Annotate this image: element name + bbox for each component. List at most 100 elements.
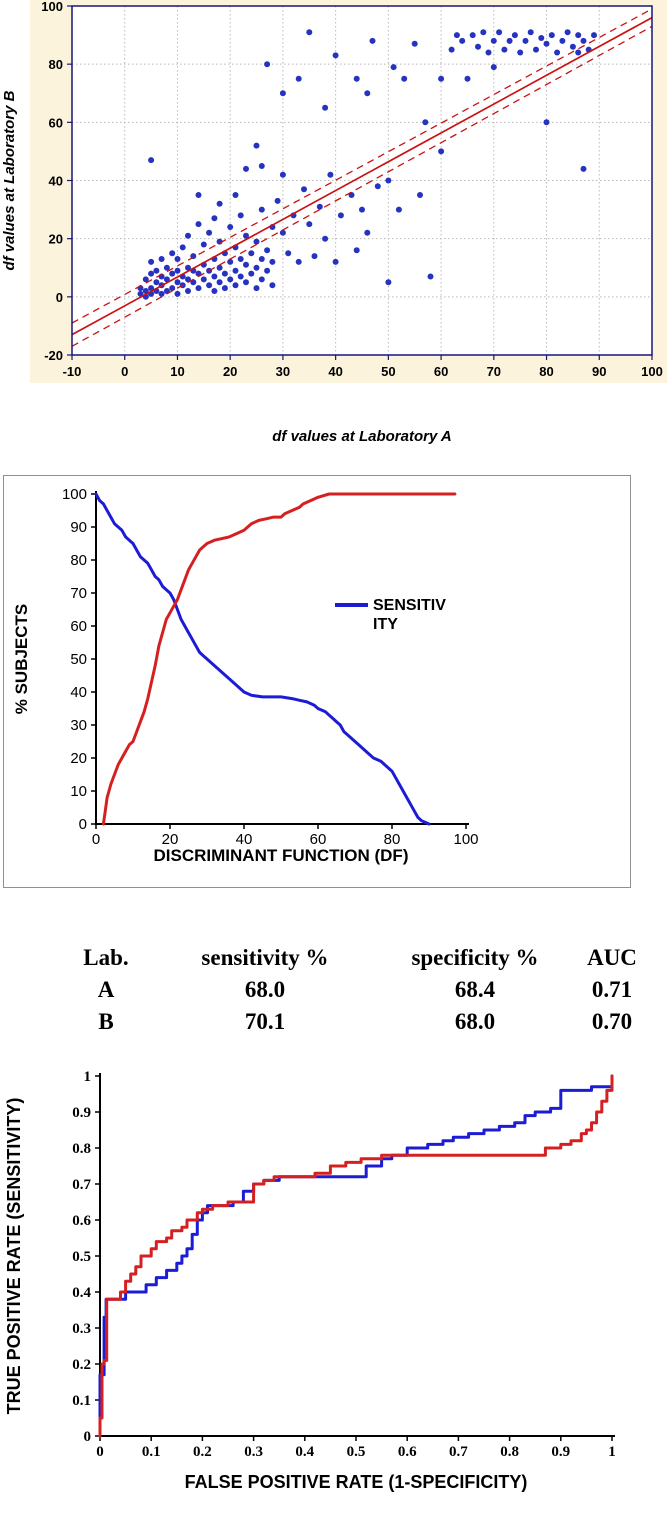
svg-text:0.2: 0.2 [72, 1357, 91, 1373]
svg-text:40: 40 [328, 364, 342, 379]
svg-text:40: 40 [236, 831, 253, 848]
col-header-lab: Lab. [83, 945, 129, 970]
svg-text:90: 90 [592, 364, 606, 379]
svg-text:100: 100 [62, 486, 87, 503]
legend-label-line1: SENSITIV [373, 597, 446, 614]
svg-text:0.7: 0.7 [449, 1444, 468, 1460]
legend-line-sample [335, 603, 368, 607]
results-table: Lab. sensitivity % specificity % AUC A 68… [60, 942, 652, 1038]
svg-text:50: 50 [70, 651, 87, 668]
svg-text:0.6: 0.6 [72, 1213, 91, 1229]
table-cell: 0.71 [591, 977, 633, 1002]
svg-text:1: 1 [84, 1069, 92, 1085]
svg-text:0: 0 [84, 1429, 92, 1445]
svg-text:0.1: 0.1 [142, 1444, 161, 1460]
scatter-plot: -10 0 10 20 30 40 50 60 70 80 90 100 -20 0 20 40 60 80 100 [30, 0, 667, 383]
axes [99, 1073, 615, 1437]
svg-text:0.1: 0.1 [72, 1393, 91, 1409]
svg-text:0: 0 [56, 290, 63, 305]
col-header-sensitivity: sensitivity % [201, 945, 329, 970]
svg-text:20: 20 [70, 750, 87, 767]
svg-text:60: 60 [310, 831, 327, 848]
roc-x-axis-label: FALSE POSITIVE RATE (1-SPECIFICITY) [184, 1472, 528, 1492]
svg-text:80: 80 [539, 364, 553, 379]
table-cell: 0.70 [591, 1009, 633, 1034]
svg-text:60: 60 [49, 115, 63, 130]
svg-text:10: 10 [70, 783, 87, 800]
svg-text:20: 20 [223, 364, 237, 379]
scatter-y-axis-label: df values at Laboratory B [1, 90, 18, 271]
subjects-plot: 0 20 40 60 80 100 0 10 20 30 40 50 60 70 80 90 100 [62, 486, 479, 848]
svg-text:100: 100 [641, 364, 663, 379]
svg-text:20: 20 [49, 232, 63, 247]
svg-text:0.4: 0.4 [72, 1285, 91, 1301]
subjects-x-axis-label: DISCRIMINANT FUNCTION (DF) [153, 846, 409, 865]
table-row: A 68.0 68.4 0.71 [60, 974, 652, 1006]
svg-text:0.7: 0.7 [72, 1177, 91, 1193]
svg-text:40: 40 [70, 684, 87, 701]
scatter-points [137, 29, 597, 300]
legend-label-line2: ITY [373, 616, 398, 633]
svg-text:0.3: 0.3 [244, 1444, 263, 1460]
svg-text:100: 100 [453, 831, 478, 848]
svg-text:90: 90 [70, 519, 87, 536]
table-cell: 68.0 [454, 1009, 496, 1034]
axes [95, 491, 469, 825]
series-lab-a [98, 1074, 614, 1438]
series-lab-b [98, 1074, 614, 1438]
svg-text:20: 20 [162, 831, 179, 848]
svg-text:80: 80 [384, 831, 401, 848]
svg-text:0.2: 0.2 [193, 1444, 212, 1460]
roc-plot: 0 0.1 0.2 0.3 0.4 0.5 0.6 0.7 0.8 0.9 1 0 0.1 0.2 0.3 0… [72, 1069, 616, 1460]
svg-text:10: 10 [170, 364, 184, 379]
svg-text:0.4: 0.4 [295, 1444, 314, 1460]
table-header-row: Lab. sensitivity % specificity % AUC [60, 942, 652, 974]
svg-text:80: 80 [70, 552, 87, 569]
svg-text:-20: -20 [44, 348, 63, 363]
ticks: 0 0.1 0.2 0.3 0.4 0.5 0.6 0.7 0.8 0.9 1 0 0.1 0.2 0.3 0… [72, 1069, 616, 1460]
svg-text:0: 0 [121, 364, 128, 379]
subjects-section: 0 20 40 60 80 100 0 10 20 30 40 50 60 70 80 90 100 % SUB… [3, 475, 631, 888]
legend-label: SENSITIV ITY [373, 596, 446, 634]
svg-text:0: 0 [79, 816, 87, 833]
table-cell: B [98, 1009, 114, 1034]
confidence-line [71, 8, 653, 324]
series-specificity [101, 492, 457, 826]
table-cell: 68.0 [244, 977, 286, 1002]
col-header-auc: AUC [587, 945, 637, 970]
svg-text:0.5: 0.5 [72, 1249, 91, 1265]
svg-text:0.9: 0.9 [72, 1105, 91, 1121]
col-header-specificity: specificity % [411, 945, 539, 970]
scatter-section: -10 0 10 20 30 40 50 60 70 80 90 100 -20 0 20 40 60 80 100… [0, 0, 667, 465]
svg-text:0.5: 0.5 [347, 1444, 366, 1460]
svg-text:0.6: 0.6 [398, 1444, 417, 1460]
svg-text:-10: -10 [63, 364, 82, 379]
table-cell: 70.1 [244, 1009, 286, 1034]
sensitivity-legend: SENSITIV ITY [335, 596, 446, 634]
ticks: 0 20 40 60 80 100 0 10 20 30 40 50 60 70 80 90 100 [62, 486, 479, 848]
scatter-ticks: -10 0 10 20 30 40 50 60 70 80 90 100 -20 0 20 40 60 80 100 [41, 0, 663, 379]
svg-text:0: 0 [92, 831, 100, 848]
scatter-x-axis-label: df values at Laboratory A [272, 428, 452, 445]
svg-text:100: 100 [41, 0, 63, 14]
svg-text:30: 30 [70, 717, 87, 734]
svg-text:1: 1 [608, 1444, 616, 1460]
roc-section: 0 0.1 0.2 0.3 0.4 0.5 0.6 0.7 0.8 0.9 1 0 0.1 0.2 0.3 0… [0, 1058, 667, 1514]
svg-text:70: 70 [70, 585, 87, 602]
regression-line [71, 16, 653, 336]
svg-text:80: 80 [49, 57, 63, 72]
svg-text:0.8: 0.8 [72, 1141, 91, 1157]
svg-text:0.9: 0.9 [551, 1444, 570, 1460]
svg-text:0.3: 0.3 [72, 1321, 91, 1337]
svg-text:40: 40 [49, 174, 63, 189]
table-cell: 68.4 [454, 977, 496, 1002]
table-body: A 68.0 68.4 0.71 B 70.1 68.0 0.70 [60, 974, 652, 1038]
subjects-y-axis-label: % SUBJECTS [12, 603, 31, 715]
svg-text:60: 60 [70, 618, 87, 635]
svg-text:0: 0 [96, 1444, 104, 1460]
svg-text:60: 60 [434, 364, 448, 379]
confidence-line [71, 25, 653, 347]
svg-text:0.8: 0.8 [500, 1444, 519, 1460]
table-cell: A [97, 977, 115, 1002]
